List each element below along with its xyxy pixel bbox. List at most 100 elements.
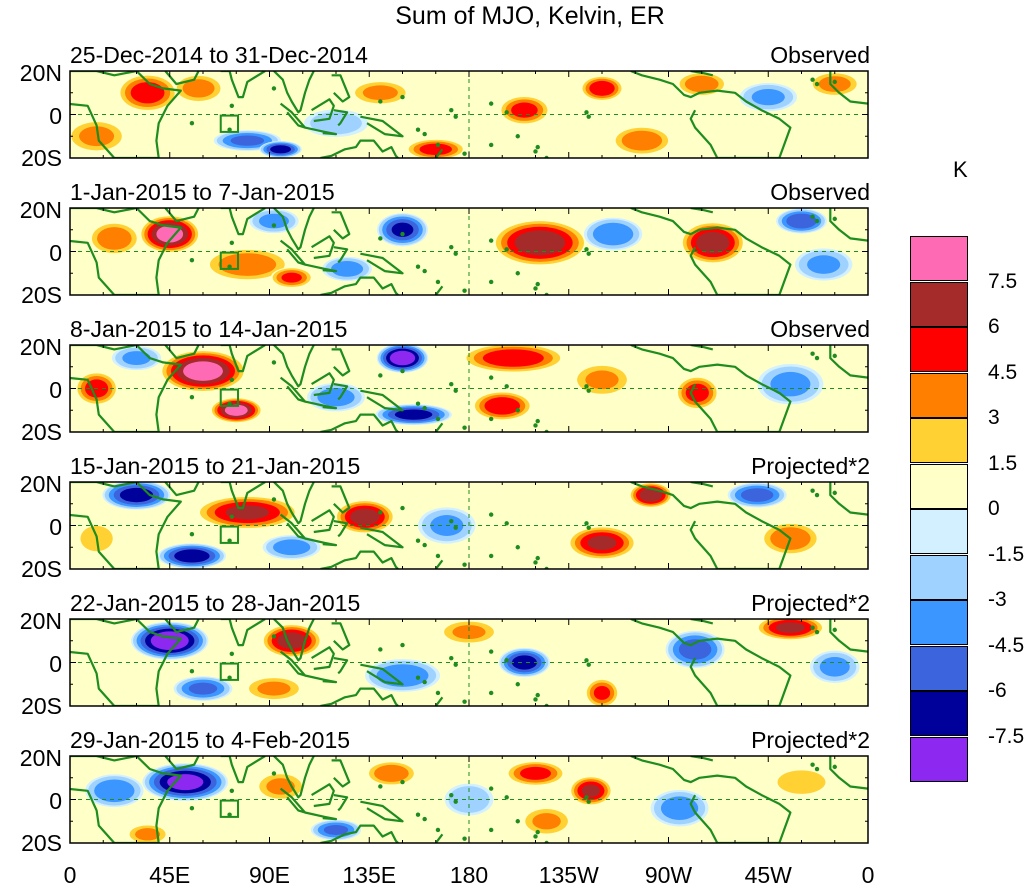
island-3 [229, 514, 235, 519]
anomaly-contour-7-level-3 [482, 349, 544, 367]
anomaly-contour-5-level-2 [376, 664, 429, 687]
anomaly-contour-3-level-1 [869, 122, 919, 150]
colorbar-swatch [910, 509, 968, 554]
island-4 [271, 634, 277, 639]
coastline-12 [434, 833, 444, 843]
panel-3-status-tag: Observed [770, 316, 870, 342]
island-7 [415, 401, 421, 406]
island-11 [453, 114, 458, 119]
island-18 [488, 649, 494, 654]
coastline-6 [304, 537, 338, 547]
island-15 [533, 560, 538, 565]
colorbar-swatch [910, 554, 968, 600]
coastline-4 [273, 619, 315, 662]
island-9 [435, 827, 441, 833]
island-3 [229, 240, 235, 245]
colorbar-level-label: 3 [988, 406, 1000, 429]
coastline-3 [220, 482, 266, 510]
coastline-6 [304, 811, 338, 821]
coastline-13 [630, 71, 792, 158]
anomaly-contour-5-level-4 [270, 145, 291, 154]
anomaly-contour-10-level-1 [777, 770, 826, 794]
anomaly-contour-7-level-4 [587, 535, 617, 551]
island-18 [488, 375, 494, 380]
coastline-15 [829, 756, 868, 790]
anomaly-contour-6-level-2 [362, 85, 398, 101]
y-tick-label: 20N [19, 745, 62, 771]
island-19 [504, 384, 509, 389]
island-14 [515, 545, 520, 550]
panel-1-status-tag: Observed [770, 42, 870, 68]
island-14 [515, 408, 520, 413]
coastline-15 [829, 345, 868, 379]
island-10 [449, 381, 454, 387]
island-24 [832, 490, 837, 496]
island-5 [378, 647, 383, 652]
island-4 [271, 497, 277, 502]
anomaly-contour-6-level-3 [519, 766, 552, 780]
island-2 [189, 532, 195, 537]
island-14 [515, 134, 520, 139]
coastline-15 [829, 619, 868, 653]
y-tick-label: 20S [21, 693, 62, 719]
anomaly-contour-3-level-2 [79, 126, 115, 147]
coastline-4 [273, 345, 315, 388]
island-8 [422, 542, 427, 548]
coastline-8 [333, 794, 349, 812]
anomaly-contour-4-level-5 [389, 350, 416, 366]
anomaly-contour-12-level-2 [122, 351, 151, 366]
island-7 [415, 812, 421, 817]
island-1 [227, 127, 232, 132]
coastline-12 [434, 696, 444, 706]
island-10 [449, 244, 454, 250]
colorbar-level-label: 7.5 [988, 269, 1018, 293]
anomaly-contour-4-level-3 [188, 682, 218, 695]
island-4 [271, 360, 277, 365]
island-2 [189, 395, 195, 400]
colorbar-swatch [910, 236, 968, 281]
y-tick-label: 0 [49, 102, 62, 129]
coastline-6 [304, 400, 338, 410]
coastline-1 [70, 208, 182, 295]
anomaly-contour-4-level-3 [323, 824, 349, 835]
island-18 [488, 238, 494, 243]
island-15 [533, 697, 538, 702]
colorbar-level-label: -1.5 [988, 542, 1024, 566]
island-19 [504, 795, 509, 800]
island-20 [584, 110, 589, 115]
anomaly-contour-2-level-4 [225, 505, 270, 520]
island-11 [453, 662, 458, 667]
island-8 [422, 816, 427, 822]
reference-box [219, 525, 240, 544]
anomaly-contour-8-level-2 [532, 813, 561, 830]
anomaly-contour-11-level-2 [684, 75, 719, 93]
island-13 [488, 416, 494, 422]
island-12 [462, 562, 467, 567]
anomaly-contour-1-level-5 [167, 774, 204, 791]
island-5 [378, 373, 383, 378]
colorbar-level-label: -3 [988, 588, 1007, 611]
island-21 [586, 662, 591, 667]
coastline-2 [164, 71, 200, 86]
island-21 [586, 114, 591, 119]
coastline-12 [434, 285, 444, 295]
island-2 [189, 669, 195, 674]
island-15 [533, 834, 538, 839]
island-20 [584, 384, 589, 389]
island-14 [515, 819, 520, 824]
island-12 [462, 288, 467, 293]
island-9 [435, 279, 441, 285]
panel-6-status-tag: Projected*2 [751, 727, 870, 753]
coastline-3 [220, 619, 266, 647]
x-tick-label: 45E [149, 862, 191, 888]
coastline-10 [360, 526, 404, 549]
coastline-8 [333, 109, 349, 127]
coastline-10 [360, 252, 404, 275]
island-23 [814, 355, 820, 361]
anomaly-contour-9-level-3 [740, 488, 774, 502]
island-13 [488, 553, 494, 559]
coastline-4 [273, 208, 315, 251]
island-11 [453, 799, 458, 804]
anomaly-contour-7-level-3 [593, 685, 611, 700]
island-2 [189, 806, 195, 811]
